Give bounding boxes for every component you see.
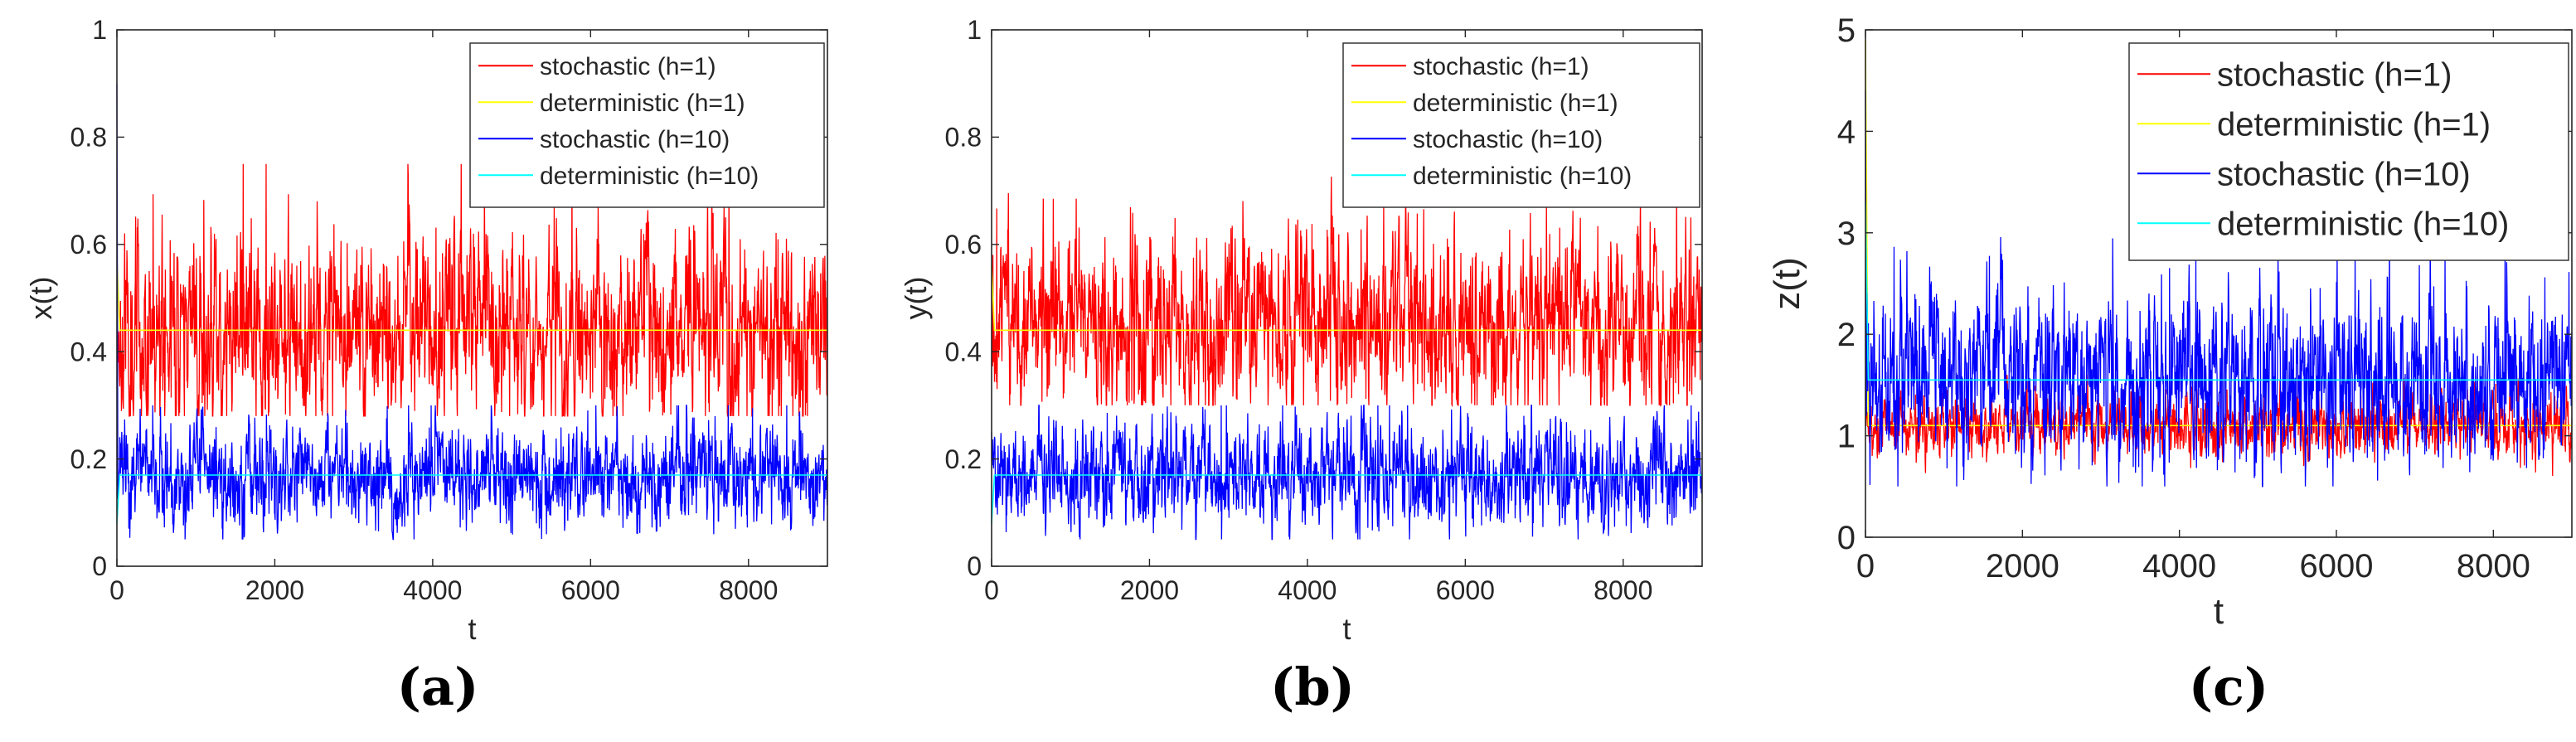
axes-box: [116, 29, 828, 567]
y-tick-label: 1: [967, 15, 982, 45]
series-line-1: [117, 163, 828, 417]
series-line-3: [1865, 90, 2573, 487]
y-tick-label: 0: [967, 551, 982, 581]
series-line-4: [991, 474, 1702, 524]
chart-panel-3: 0 2000 4000 6000 8000 0 1 2 3 4 5 t z(t) stochastic (…: [1767, 12, 2573, 717]
y-tick-label: 1: [92, 15, 107, 45]
legend-entry: stochastic (h=1): [1413, 53, 1589, 80]
legend-entry: deterministic (h=1): [1413, 90, 1618, 117]
x-axis-label: t: [1342, 612, 1351, 646]
y-tick-label: 4: [1837, 114, 1856, 150]
panel-label: (a): [397, 657, 479, 717]
legend-entry: stochastic (h=1): [540, 53, 716, 80]
panel-label: (c): [2189, 657, 2268, 717]
x-tick-label: 0: [1856, 548, 1875, 584]
legend-entry: deterministic (h=10): [540, 162, 759, 190]
x-tick-label: 2000: [245, 575, 304, 605]
series-line-3: [116, 83, 828, 541]
legend-entry: stochastic (h=10): [1413, 126, 1603, 153]
legend: stochastic (h=1) deterministic (h=1) stoch…: [2128, 42, 2569, 261]
y-tick-label: 0.2: [945, 444, 982, 474]
y-tick-label: 0: [1837, 520, 1856, 556]
y-tick-label: 1: [1837, 419, 1856, 455]
y-tick-label: 0.2: [70, 444, 107, 474]
series-line-3: [991, 405, 1703, 541]
legend-box: [469, 42, 825, 208]
x-tick-label: 0: [984, 575, 999, 605]
y-tick-label: 0: [92, 551, 107, 581]
x-tick-label: 6000: [561, 575, 620, 605]
y-tick-label: 0.6: [945, 230, 982, 259]
y-tick-label: 0.4: [945, 337, 982, 366]
panel-label: (b): [1270, 657, 1355, 717]
y-tick-label: 0.6: [70, 230, 107, 259]
y-axis-label: z(t): [1767, 257, 1807, 310]
x-tick-label: 4000: [403, 575, 462, 605]
y-tick-label: 2: [1837, 317, 1856, 353]
legend-entry: stochastic (h=10): [2217, 157, 2471, 193]
x-tick-label: 2000: [1120, 575, 1179, 605]
y-tick-label: 3: [1837, 216, 1856, 252]
x-tick-label: 4000: [1278, 575, 1337, 605]
series-line-4: [116, 474, 827, 524]
series-line-1: [992, 177, 1703, 408]
series-line-2: [1865, 40, 2572, 427]
chart-panel-1: 0 2000 4000 6000 8000 0 0.2 0.4 0.6 0.8 1 t x(t) stoc…: [24, 15, 828, 717]
legend-entry: deterministic (h=10): [2217, 206, 2509, 243]
y-tick-label: 0.8: [70, 123, 107, 153]
x-tick-label: 6000: [2300, 548, 2374, 584]
y-tick-label: 0.4: [70, 337, 107, 366]
x-tick-label: 8000: [2457, 548, 2530, 584]
legend-entry: deterministic (h=1): [540, 90, 745, 117]
legend-entry: stochastic (h=1): [2217, 57, 2452, 94]
legend-entry: deterministic (h=10): [1413, 162, 1632, 190]
legend: stochastic (h=1) deterministic (h=1) stoch…: [469, 42, 825, 208]
legend-entry: stochastic (h=10): [540, 126, 730, 153]
y-axis-label: y(t): [899, 277, 933, 320]
legend-box: [1342, 42, 1700, 208]
x-tick-label: 2000: [1986, 548, 2059, 584]
chart-panel-2: 0 2000 4000 6000 8000 0 0.2 0.4 0.6 0.8 1 t y(t) stoc…: [899, 15, 1703, 717]
x-tick-label: 8000: [1594, 575, 1652, 605]
x-tick-label: 4000: [2142, 548, 2216, 584]
x-tick-label: 8000: [719, 575, 778, 605]
legend-entry: deterministic (h=1): [2217, 107, 2491, 143]
y-axis-label: x(t): [24, 277, 58, 320]
axes-box: [1865, 29, 2573, 538]
x-axis-label: t: [2214, 591, 2224, 632]
legend-box: [2128, 42, 2569, 261]
x-tick-label: 6000: [1436, 575, 1495, 605]
axes-box: [991, 29, 1703, 567]
series-line-2: [991, 265, 1702, 332]
series-line-4: [1865, 202, 2572, 381]
y-tick-label: 0.8: [945, 123, 982, 153]
x-axis-label: t: [468, 612, 476, 646]
legend: stochastic (h=1) deterministic (h=1) stoch…: [1342, 42, 1700, 208]
x-tick-label: 0: [109, 575, 124, 605]
y-tick-label: 5: [1837, 12, 1856, 49]
